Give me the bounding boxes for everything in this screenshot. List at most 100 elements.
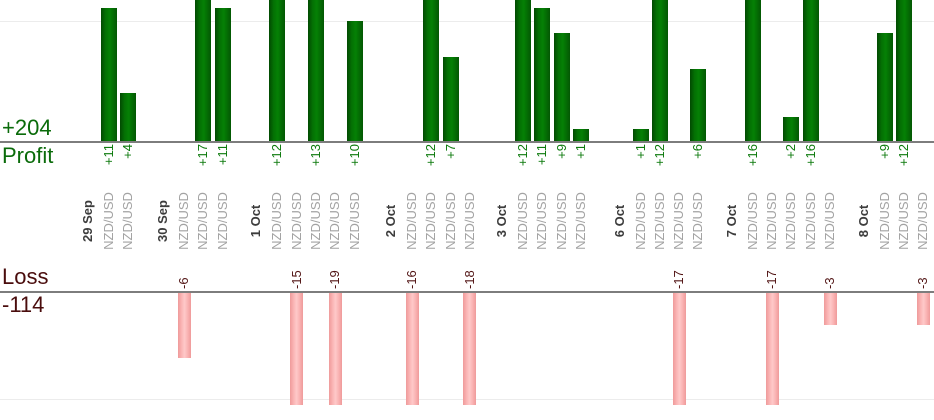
- instrument-label: NZD/USD: [119, 192, 135, 250]
- instrument-label: NZD/USD: [822, 192, 837, 250]
- instrument-label: NZD/USD: [534, 192, 550, 250]
- instrument-label: NZD/USD: [690, 192, 706, 250]
- profit-axis-line: [0, 141, 934, 143]
- profit-bar: [346, 20, 363, 141]
- instrument-label: NZD/USD: [515, 192, 530, 250]
- profit-bar: [515, 0, 531, 141]
- instrument-label: NZD/USD: [100, 192, 116, 250]
- loss-bar: [177, 293, 191, 358]
- instrument-label: NZD/USD: [553, 192, 569, 250]
- instrument-label: NZD/USD: [346, 192, 362, 250]
- loss-value-label: -6: [176, 277, 191, 289]
- instrument-label: NZD/USD: [288, 192, 304, 250]
- loss-value-label: -19: [327, 270, 343, 289]
- profit-value-label: +12: [651, 144, 667, 167]
- instrument-label: NZD/USD: [195, 192, 211, 250]
- instrument-label: NZD/USD: [327, 192, 343, 250]
- profit-bar: [632, 128, 649, 141]
- loss-bar: [823, 293, 837, 326]
- loss-bar: [463, 293, 477, 405]
- profit-bar: [876, 32, 893, 141]
- profit-value-label: +10: [346, 144, 362, 167]
- loss-total-value: -114: [2, 292, 45, 317]
- profit-value-label: +16: [802, 144, 818, 167]
- profit-bar: [572, 128, 589, 141]
- profit-value-label: +12: [896, 144, 911, 167]
- instrument-label: NZD/USD: [744, 192, 760, 250]
- profit-value-label: +11: [100, 144, 116, 166]
- profit-value-label: +12: [515, 144, 530, 167]
- date-label: 1 Oct: [248, 204, 264, 238]
- loss-value-label: -3: [915, 277, 931, 289]
- profit-value-label: +11: [214, 144, 230, 166]
- profit-value-label: +12: [423, 144, 439, 167]
- profit-bar: [214, 8, 231, 141]
- loss-value-label: -3: [822, 277, 837, 289]
- profit-value-label: +9: [876, 144, 892, 159]
- instrument-label: NZD/USD: [915, 192, 931, 250]
- profit-bar: [534, 8, 551, 141]
- date-label: 6 Oct: [611, 204, 627, 238]
- profit-bar: [783, 116, 800, 141]
- profit-bar: [744, 0, 761, 141]
- loss-value-label: -16: [404, 270, 419, 289]
- profit-bar: [195, 0, 212, 141]
- instrument-label: NZD/USD: [442, 192, 458, 250]
- instrument-label: NZD/USD: [269, 192, 285, 250]
- profit-value-label: +6: [690, 144, 706, 159]
- instrument-label: NZD/USD: [461, 192, 477, 250]
- instrument-label: NZD/USD: [783, 192, 799, 250]
- profit-total-value: +204: [2, 115, 52, 140]
- loss-value-label: -17: [764, 270, 780, 289]
- instrument-label: NZD/USD: [651, 192, 667, 250]
- loss-bar: [405, 293, 419, 405]
- profit-bar: [100, 8, 117, 141]
- profit-value-label: +12: [269, 144, 285, 167]
- profit-value-label: +17: [195, 144, 211, 167]
- profit-axis-label: Profit: [2, 143, 54, 168]
- profit-value-label: +1: [632, 144, 648, 159]
- instrument-label: NZD/USD: [671, 192, 687, 250]
- date-label: 3 Oct: [494, 204, 509, 238]
- date-label: 2 Oct: [383, 204, 398, 238]
- profit-value-label: +7: [442, 144, 458, 159]
- profit-value-label: +11: [534, 144, 550, 166]
- profit-bar: [442, 56, 459, 141]
- loss-bar: [328, 293, 342, 405]
- instrument-label: NZD/USD: [876, 192, 892, 250]
- instrument-label: NZD/USD: [423, 192, 439, 250]
- profit-bar: [307, 0, 324, 141]
- profit-bar: [423, 0, 440, 141]
- instrument-label: NZD/USD: [404, 192, 419, 250]
- date-label: 7 Oct: [723, 204, 739, 238]
- profit-bar: [690, 68, 707, 141]
- loss-bar: [765, 293, 779, 405]
- profit-bar: [802, 0, 819, 141]
- instrument-label: NZD/USD: [572, 192, 588, 250]
- date-label: 8 Oct: [855, 204, 871, 238]
- loss-value-label: -15: [288, 270, 304, 289]
- profit-bar: [269, 0, 286, 141]
- instrument-label: NZD/USD: [214, 192, 230, 250]
- loss-value-label: -18: [461, 270, 477, 289]
- loss-value-label: -17: [671, 270, 687, 289]
- profit-bar: [651, 0, 668, 141]
- date-label: 29 Sep: [79, 200, 95, 242]
- loss-bar: [290, 293, 304, 405]
- profit-bar: [553, 32, 570, 141]
- loss-bar: [672, 293, 686, 405]
- profit-bar: [896, 0, 912, 141]
- profit-value-label: +4: [119, 144, 135, 159]
- loss-axis-label: Loss: [2, 264, 49, 289]
- instrument-label: NZD/USD: [176, 192, 191, 250]
- profit-chart-plot-area: [0, 0, 934, 141]
- instrument-label: NZD/USD: [802, 192, 818, 250]
- instrument-label: NZD/USD: [632, 192, 648, 250]
- instrument-label: NZD/USD: [307, 192, 323, 250]
- date-label: 30 Sep: [155, 200, 170, 242]
- profit-value-label: +9: [553, 144, 569, 159]
- loss-axis-line: [0, 291, 934, 293]
- loss-chart-plot-area: [0, 293, 934, 405]
